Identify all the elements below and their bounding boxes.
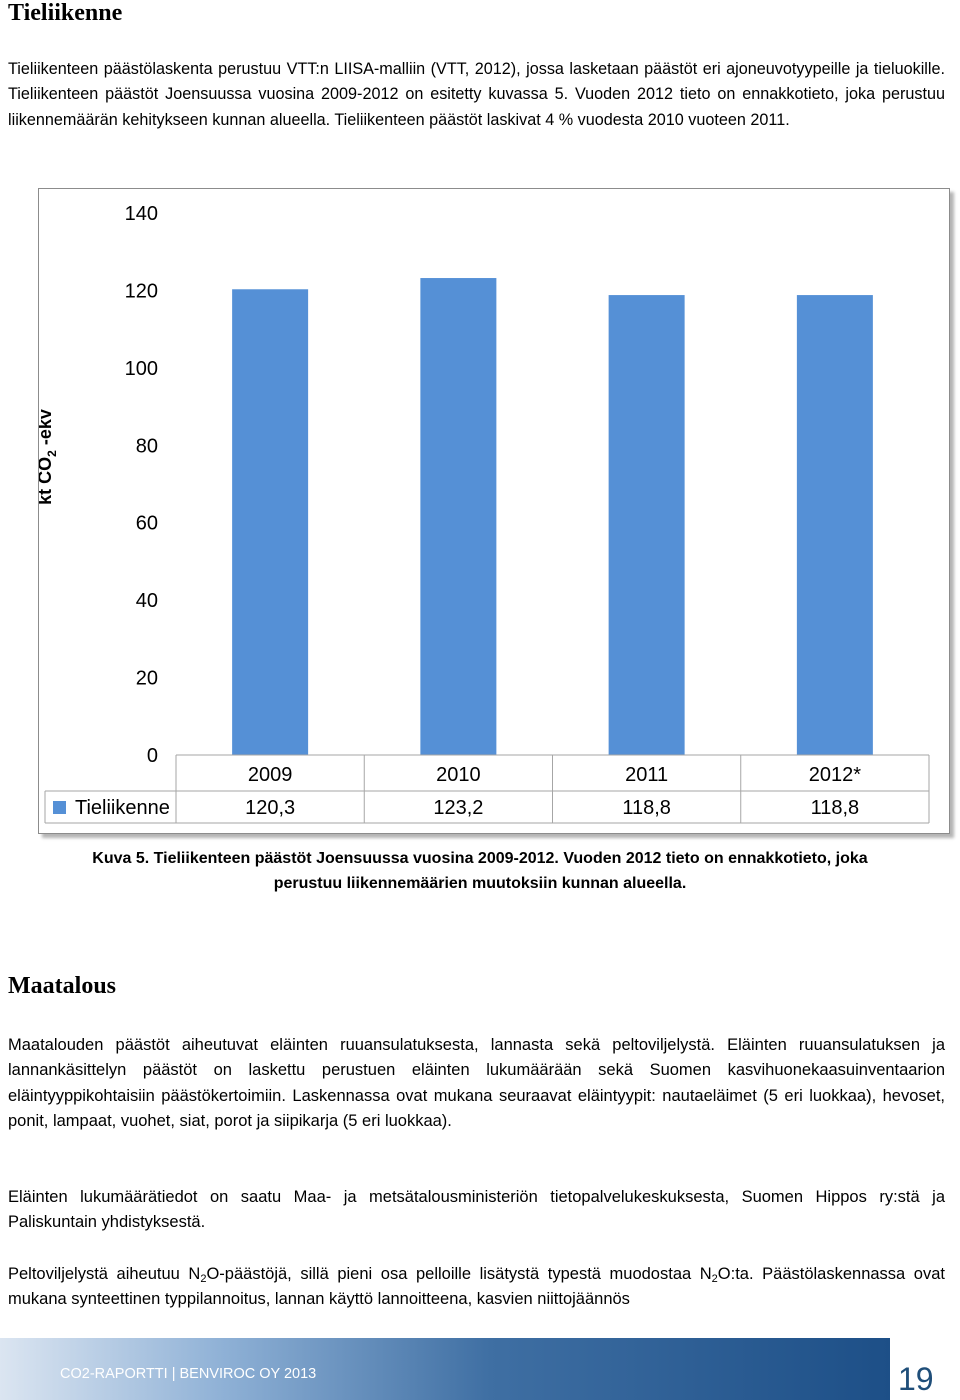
y-tick-label: 0 [147,745,158,767]
maatalous-paragraph-2: Eläinten lukumäärätiedot on saatu Maa- j… [8,1188,945,1232]
page-number: 19 [898,1361,934,1397]
y-tick-label: 140 [125,203,158,225]
legend-series-name: Tieliikenne [75,797,170,819]
svg-text:kt CO2 -ekv: kt CO2 -ekv [39,409,59,505]
data-value-label: 123,2 [433,797,483,819]
category-label: 2011 [625,764,668,786]
figure-caption-line-2: perustuu liikennemäärien muutoksiin kunn… [273,875,687,892]
y-axis-label-main: kt CO [39,457,55,505]
bar-group [232,278,873,755]
p3-text-2: O-päästöjä, sillä pieni osa pelloille li… [206,1265,712,1283]
footer-bar [0,1338,890,1400]
p3-subscript-1: 2 [200,1273,207,1285]
y-tick-label: 40 [136,590,158,612]
category-label: 2012* [809,764,861,786]
section-heading-maatalous: Maatalous [8,973,116,999]
data-table: 2009 2010 2011 2012* Tieliikenne 120,3 123,2 11… [44,754,930,824]
y-axis-label: kt CO2 -ekv [39,409,59,505]
footer-text: CO2-RAPORTTI | BENVIROC OY 2013 [60,1366,317,1382]
y-axis-label-suffix: -ekv [39,409,55,450]
section-heading-tieliikenne: Tieliikenne [8,0,123,26]
data-value-label: 118,8 [811,797,860,819]
bar [608,295,685,755]
legend-swatch [53,801,66,814]
bar [420,278,497,755]
y-tick-label: 80 [136,435,158,457]
chart-container: 0 20 40 60 80 100 120 140 2009 2010 2011 2012* Tiel… [38,188,950,834]
bar [232,289,309,755]
p3-text-1: Peltoviljelystä aiheutuu N [8,1265,201,1283]
maatalous-paragraph-3: Peltoviljelystä aiheutuu N2O-päästöjä, s… [8,1262,945,1313]
data-value-label: 118,8 [622,797,671,819]
intro-paragraph: Tieliikenteen päästölaskenta perustuu VT… [8,60,945,129]
category-label: 2010 [436,764,481,786]
p3-subscript-2: 2 [711,1273,718,1285]
y-tick-label: 100 [125,358,158,380]
y-tick-label: 60 [136,513,158,535]
y-tick-label: 20 [136,668,158,690]
data-value-label: 120,3 [245,797,295,819]
y-axis-label-sub: 2 [45,450,59,457]
p3-text-3: O:ta. Päästölaskennassa ovat mukana synt… [8,1265,945,1309]
bar [796,295,873,755]
y-tick-label: 120 [125,280,158,302]
category-label: 2009 [248,764,293,786]
figure-caption-line-1: Kuva 5. Tieliikenteen päästöt Joensuussa… [92,850,868,867]
y-tick-labels: 0 20 40 60 80 100 120 140 [125,203,158,767]
bar-chart: 0 20 40 60 80 100 120 140 2009 2010 2011 2012* Tiel… [39,203,930,824]
maatalous-paragraph-1: Maatalouden päästöt aiheutuvat eläinten … [8,1036,945,1131]
